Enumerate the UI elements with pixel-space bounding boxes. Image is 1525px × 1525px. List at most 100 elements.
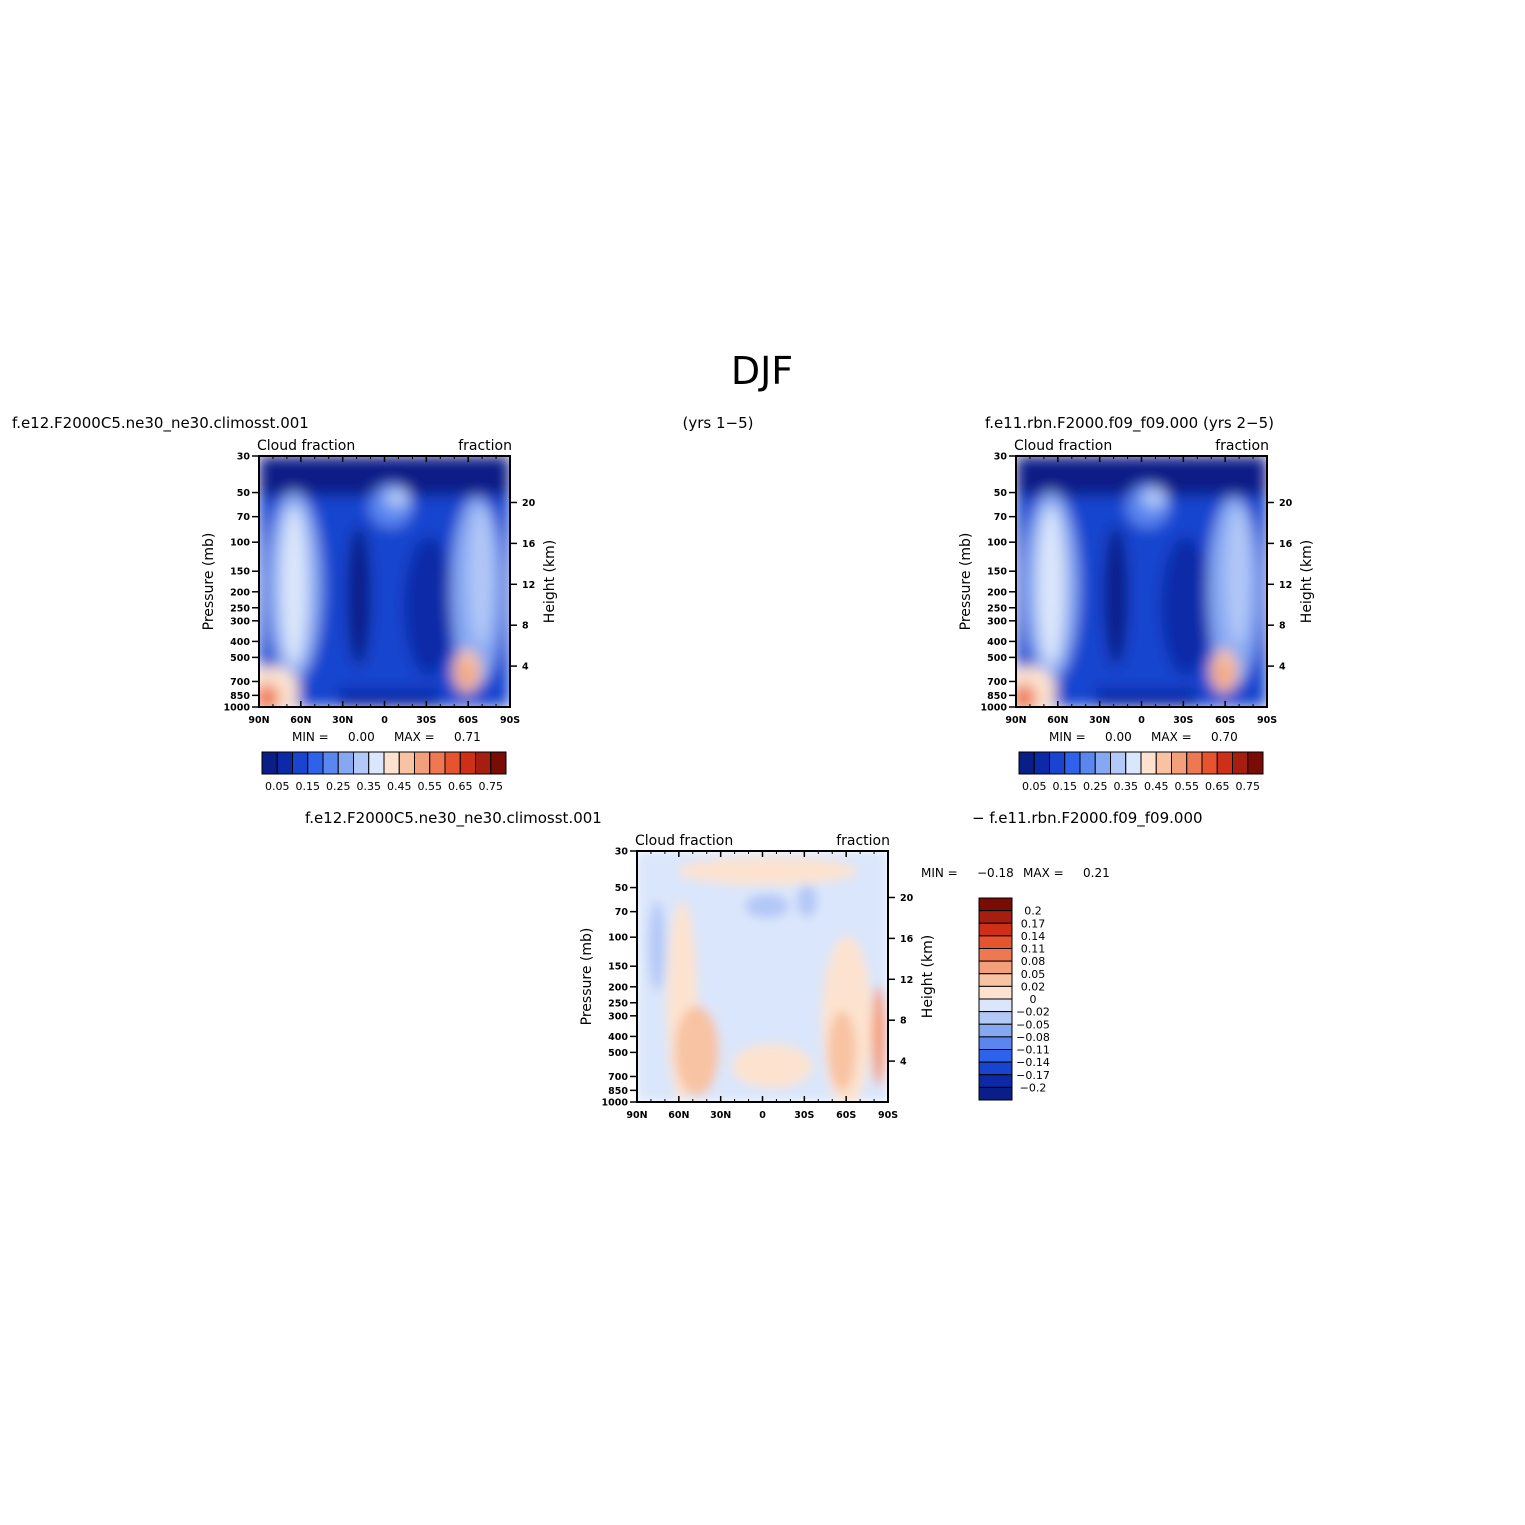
y-tick-label: 500 xyxy=(230,653,250,664)
y-tick-label: 70 xyxy=(237,512,251,523)
colorbar-box xyxy=(1216,751,1233,775)
y2-tick-label: 12 xyxy=(900,975,913,986)
y-tick-label: 1000 xyxy=(224,703,251,714)
x-tick-label: 30S xyxy=(1173,715,1193,726)
colorbar-box xyxy=(1033,751,1050,775)
colorbar-label: −0.05 xyxy=(1016,1018,1050,1031)
colorbar-label: 0.05 xyxy=(265,780,290,793)
colorbar-box xyxy=(261,751,278,775)
colorbar-box xyxy=(459,751,476,775)
colorbar-box xyxy=(353,751,370,775)
left-case-header: f.e12.F2000C5.ne30_ne30.climosst.001 xyxy=(12,414,309,433)
colorbar-label: 0.35 xyxy=(1114,780,1139,793)
colorbar-label: −0.11 xyxy=(1016,1044,1050,1057)
y2-tick-label: 20 xyxy=(1279,498,1293,509)
colorbar-box xyxy=(1018,751,1035,775)
y2-tick-label: 16 xyxy=(1279,539,1293,550)
colorbar-label: −0.08 xyxy=(1016,1031,1050,1044)
y-tick-label: 700 xyxy=(987,677,1007,688)
y-tick-label: 400 xyxy=(230,637,250,648)
y-tick-label: 50 xyxy=(237,488,251,499)
colorbar-label: 0.11 xyxy=(1021,943,1046,956)
colorbar-label: 0.2 xyxy=(1024,905,1042,918)
x-tick-label: 60N xyxy=(1047,715,1068,726)
colorbar-label: 0.25 xyxy=(1083,780,1108,793)
y-tick-label: 150 xyxy=(230,567,250,578)
panel-left-label: Cloud fraction xyxy=(257,438,355,454)
colorbar-box xyxy=(978,910,1013,924)
colorbar-box xyxy=(490,751,507,775)
colorbar-label: 0.45 xyxy=(387,780,412,793)
y-tick-label: 70 xyxy=(994,512,1008,523)
y2-tick-label: 8 xyxy=(900,1016,907,1027)
colorbar-box xyxy=(292,751,309,775)
y-tick-label: 850 xyxy=(608,1086,628,1097)
colorbar-box xyxy=(429,751,446,775)
max-value: 0.70 xyxy=(1211,730,1238,744)
y-tick-label: 150 xyxy=(987,567,1007,578)
colorbar-box xyxy=(1049,751,1066,775)
x-tick-label: 90N xyxy=(248,715,269,726)
max-value: 0.21 xyxy=(1083,866,1110,880)
colorbar-box xyxy=(475,751,492,775)
y2-tick-label: 16 xyxy=(900,934,914,945)
colorbar-label: −0.14 xyxy=(1016,1056,1050,1069)
colorbar-box xyxy=(978,1011,1013,1025)
x-tick-label: 90S xyxy=(1257,715,1277,726)
colorbar-box xyxy=(978,1049,1013,1063)
y-tick-label: 850 xyxy=(230,691,250,702)
colorbar-label: 0.55 xyxy=(418,780,443,793)
panel-left-label: Cloud fraction xyxy=(1014,438,1112,454)
y-tick-label: 300 xyxy=(608,1011,628,1022)
colorbar-box xyxy=(978,935,1013,949)
y-tick-label: 700 xyxy=(608,1072,628,1083)
x-tick-label: 90S xyxy=(500,715,520,726)
y-tick-label: 200 xyxy=(608,982,628,993)
y-tick-label: 500 xyxy=(987,653,1007,664)
x-tick-label: 0 xyxy=(1138,715,1145,726)
diff-right-header: − f.e11.rbn.F2000.f09_f09.000 xyxy=(972,809,1203,828)
colorbar-box xyxy=(978,1061,1013,1076)
colorbar-box xyxy=(1094,751,1111,775)
panel-right-label: fraction xyxy=(836,833,890,849)
min-value: −0.18 xyxy=(977,866,1014,880)
y2-tick-label: 8 xyxy=(522,621,529,632)
x-tick-label: 30N xyxy=(710,1110,731,1121)
max-value: 0.71 xyxy=(454,730,481,744)
y-tick-label: 400 xyxy=(608,1032,628,1043)
x-tick-label: 0 xyxy=(759,1110,766,1121)
y-tick-label: 30 xyxy=(615,847,629,858)
colorbar-label: 0.75 xyxy=(1236,780,1261,793)
y2-tick-label: 12 xyxy=(522,580,535,591)
colorbar-label: 0.17 xyxy=(1021,917,1046,930)
colorbar-box xyxy=(1064,751,1081,775)
x-tick-label: 30N xyxy=(1089,715,1110,726)
y2-axis-title: Height (km) xyxy=(920,935,936,1018)
max-label: MAX = xyxy=(394,730,435,744)
y2-axis-title: Height (km) xyxy=(1299,540,1315,623)
colorbar-box xyxy=(1186,751,1203,775)
colorbar-box xyxy=(978,1036,1013,1050)
y-axis-title: Pressure (mb) xyxy=(579,928,595,1026)
x-tick-label: 60S xyxy=(836,1110,856,1121)
colorbar-box xyxy=(978,960,1013,975)
y-tick-label: 70 xyxy=(615,907,629,918)
y-tick-label: 500 xyxy=(608,1048,628,1059)
colorbar-box xyxy=(1110,751,1127,775)
y-axis-title: Pressure (mb) xyxy=(201,533,217,631)
colorbar-box xyxy=(978,985,1013,1000)
min-label: MIN = xyxy=(921,866,958,880)
y2-tick-label: 20 xyxy=(900,893,914,904)
middle-years-header: (yrs 1−5) xyxy=(683,414,754,432)
colorbar-box xyxy=(1247,751,1264,775)
y2-tick-label: 16 xyxy=(522,539,536,550)
colorbar-label: 0.02 xyxy=(1021,980,1046,993)
y-tick-label: 30 xyxy=(994,452,1008,463)
y-axis-title: Pressure (mb) xyxy=(958,533,974,631)
y-tick-label: 300 xyxy=(230,616,250,627)
colorbar-box xyxy=(978,897,1013,912)
colorbar-label: 0.08 xyxy=(1021,955,1046,968)
colorbar-box xyxy=(444,751,461,775)
colorbar-box xyxy=(1232,751,1249,775)
colorbar-box xyxy=(978,1086,1013,1101)
